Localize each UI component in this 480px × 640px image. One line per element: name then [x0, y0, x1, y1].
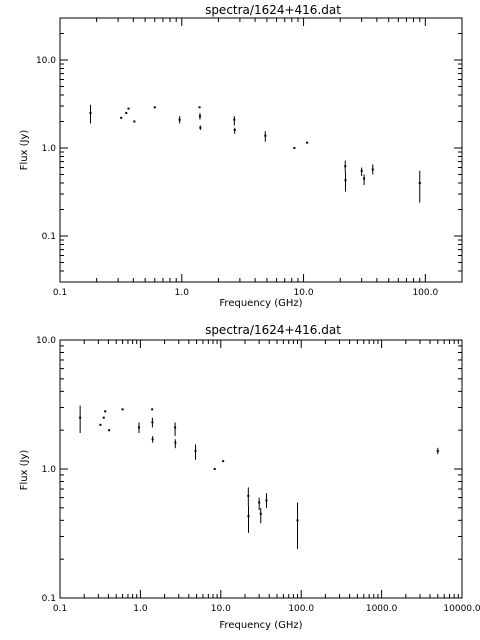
y-axis-label: Flux (Jy): [19, 450, 30, 491]
x-tick-label: 100.0: [288, 604, 314, 614]
data-point: [104, 410, 107, 413]
data-point: [293, 146, 296, 149]
data-point: [153, 106, 156, 109]
data-point: [233, 129, 236, 132]
plot-frame: [59, 17, 463, 283]
data-point: [198, 106, 201, 109]
data-point: [89, 111, 92, 114]
data-point: [178, 118, 181, 121]
data-point: [198, 115, 201, 118]
data-point: [120, 116, 123, 119]
y-tick-label: 0.1: [42, 232, 56, 242]
y-tick-label: 10.0: [36, 56, 56, 66]
x-tick-label: 10000.0: [443, 604, 480, 614]
data-point: [108, 429, 111, 432]
data-point: [233, 118, 236, 121]
data-point: [259, 512, 262, 515]
x-tick-label: 0.1: [53, 288, 67, 298]
data-marks: [89, 104, 421, 203]
data-point: [265, 499, 268, 502]
data-point: [102, 416, 105, 419]
x-axis-label: Frequency (GHz): [219, 620, 302, 631]
y-tick-label: 1.0: [42, 465, 57, 475]
chart-title: spectra/1624+416.dat: [205, 323, 341, 337]
data-point: [194, 449, 197, 452]
tick-labels: 0.1 1.0 10.0 100.0 0.1 1.0 10.0: [36, 56, 439, 298]
x-tick-label: 1.0: [133, 604, 148, 614]
y-axis-label: Flux (Jy): [19, 130, 30, 171]
data-point: [79, 416, 82, 419]
x-tick-label: 0.1: [53, 604, 67, 614]
data-point: [258, 501, 261, 504]
x-tick-label: 10.0: [294, 288, 314, 298]
chart-panel-top: spectra/1624+416.dat 0.1 1.0 10.0 100.0 0.1 1…: [19, 3, 463, 309]
tick-labels: 0.1 1.0 10.0 100.0 1000.0 10000.0 0.1 1.0 10.0: [36, 336, 480, 614]
y-tick-label: 1.0: [42, 144, 57, 154]
data-point: [125, 111, 128, 114]
data-point: [213, 468, 216, 470]
axis-ticks: [59, 339, 463, 599]
data-point: [344, 179, 347, 182]
y-tick-label: 0.1: [42, 594, 56, 604]
data-point: [247, 494, 250, 497]
data-point: [363, 177, 366, 180]
data-point: [418, 182, 421, 185]
data-point: [127, 107, 130, 110]
data-point: [436, 449, 439, 452]
axis-ticks: [59, 17, 463, 283]
data-point: [174, 426, 177, 429]
data-point: [222, 460, 225, 463]
data-point: [151, 438, 154, 441]
data-point: [306, 141, 309, 144]
data-point: [151, 408, 154, 411]
data-point: [199, 126, 202, 129]
x-tick-label: 1.0: [175, 288, 190, 298]
data-point: [151, 421, 154, 424]
y-tick-label: 10.0: [36, 336, 56, 346]
data-point: [296, 519, 299, 522]
x-tick-label: 10.0: [211, 604, 231, 614]
data-point: [121, 408, 124, 411]
data-point: [371, 168, 374, 171]
x-tick-label: 1000.0: [366, 604, 398, 614]
data-point: [247, 515, 250, 518]
data-point: [137, 426, 140, 429]
data-point: [99, 423, 102, 426]
data-point: [360, 169, 363, 172]
data-point: [133, 120, 136, 123]
x-axis-label: Frequency (GHz): [219, 298, 302, 309]
x-tick-label: 100.0: [412, 288, 438, 298]
chart-panel-bottom: spectra/1624+416.dat 0.1 1.0 10.0 100.0 1000…: [19, 323, 480, 631]
data-marks: [79, 405, 439, 549]
plot-frame: [59, 339, 463, 599]
data-point: [264, 134, 267, 137]
data-point: [174, 441, 177, 444]
data-point: [344, 165, 347, 168]
chart-title: spectra/1624+416.dat: [205, 3, 341, 17]
